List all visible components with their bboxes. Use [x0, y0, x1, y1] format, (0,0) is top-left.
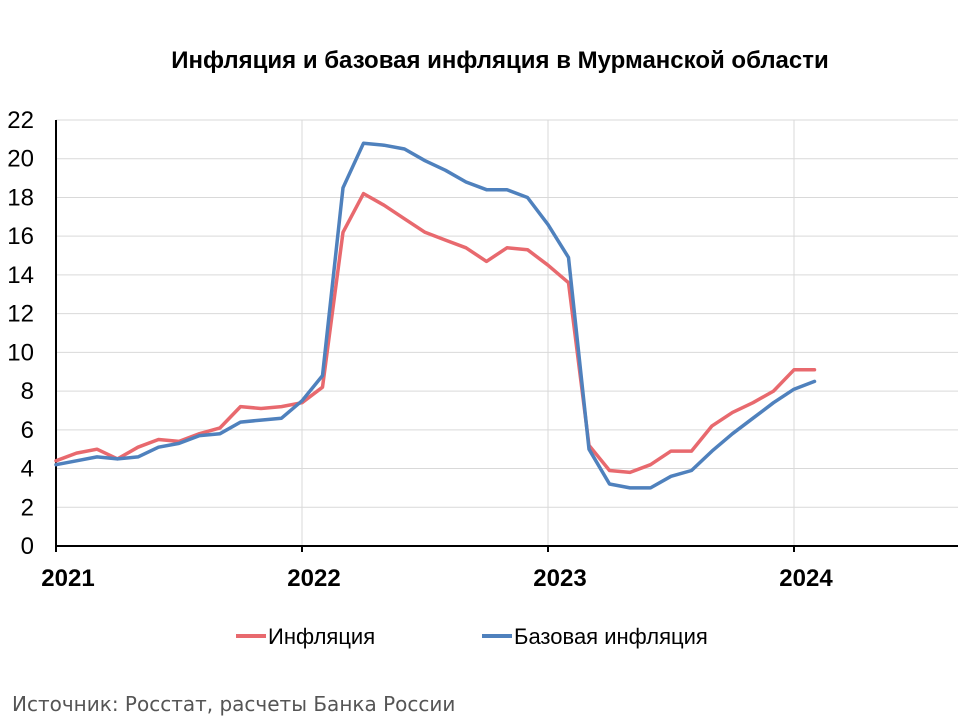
y-tick-label: 8: [21, 378, 34, 405]
series-lines: [54, 141, 817, 490]
y-tick-label: 4: [21, 456, 34, 483]
series-line-core-inflation: [54, 141, 817, 490]
axes: [55, 120, 958, 552]
gridlines: [56, 119, 958, 546]
y-tick-label: 10: [7, 339, 34, 366]
y-tick-label: 20: [7, 146, 34, 173]
y-tick-label: 22: [7, 107, 34, 134]
source-note: Источник: Росстат, расчеты Банка России: [12, 692, 456, 716]
x-tick-label: 2023: [533, 565, 586, 592]
series-line-inflation: [54, 191, 817, 475]
y-tick-label: 16: [7, 223, 34, 250]
x-tick-labels: 2021 2022 2023 2024: [41, 565, 833, 592]
y-tick-label: 0: [21, 533, 34, 560]
y-tick-label: 18: [7, 184, 34, 211]
legend: Инфляция Базовая инфляция: [236, 624, 708, 649]
y-tick-label: 2: [21, 494, 34, 521]
y-tick-label: 14: [7, 262, 34, 289]
x-tick-label: 2022: [287, 565, 340, 592]
y-tick-label: 6: [21, 417, 34, 444]
x-tick-label: 2024: [779, 565, 833, 592]
legend-label: Инфляция: [268, 624, 375, 649]
y-tick-labels: 0 2 4 6 8 10 12 14 16 18 20 22: [7, 107, 34, 560]
chart-title: Инфляция и базовая инфляция в Мурманской…: [171, 47, 829, 74]
x-tick-label: 2021: [41, 565, 94, 592]
legend-label: Базовая инфляция: [514, 624, 708, 649]
y-tick-label: 12: [7, 301, 34, 328]
